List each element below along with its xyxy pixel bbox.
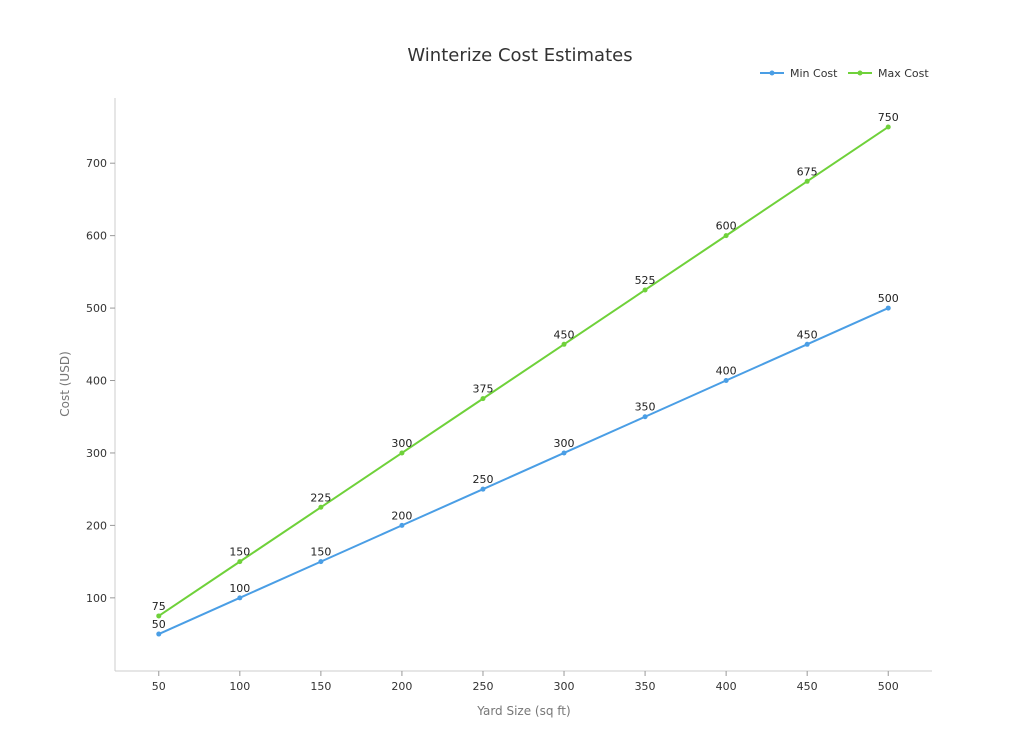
data-point-max-cost[interactable]: [156, 613, 162, 619]
data-point-max-cost[interactable]: [642, 287, 648, 293]
data-point-max-cost[interactable]: [804, 178, 810, 184]
x-tick-label: 350: [635, 680, 656, 693]
x-tick-label: 400: [716, 680, 737, 693]
data-label-max-cost: 375: [472, 383, 493, 396]
data-label-max-cost: 150: [229, 546, 250, 559]
data-label-min-cost: 250: [472, 473, 493, 486]
legend-item-max-cost[interactable]: Max Cost: [848, 67, 929, 80]
data-label-min-cost: 450: [797, 328, 818, 341]
data-point-min-cost[interactable]: [399, 522, 405, 528]
data-label-min-cost: 300: [554, 437, 575, 450]
data-label-min-cost: 100: [229, 582, 250, 595]
y-tick-label: 300: [86, 447, 107, 460]
x-tick-label: 50: [152, 680, 166, 693]
data-label-max-cost: 675: [797, 165, 818, 178]
data-label-max-cost: 525: [635, 274, 656, 287]
data-label-min-cost: 400: [716, 365, 737, 378]
data-label-max-cost: 300: [391, 437, 412, 450]
chart-title: Winterize Cost Estimates: [407, 45, 632, 66]
data-label-max-cost: 75: [152, 600, 166, 613]
x-tick-label: 500: [878, 680, 899, 693]
series-line-max-cost: [158, 126, 889, 617]
data-point-max-cost[interactable]: [561, 341, 567, 347]
data-point-min-cost[interactable]: [237, 595, 243, 601]
x-tick-label: 100: [229, 680, 250, 693]
data-label-max-cost: 225: [310, 491, 331, 504]
series-layer: 50 100 150 200 250 300 350 400 450 500 75 150 225 300…: [152, 111, 899, 637]
y-tick-label: 400: [86, 375, 107, 388]
data-point-max-cost[interactable]: [480, 396, 486, 402]
legend-swatch-marker: [857, 70, 863, 76]
x-tick-label: 200: [391, 680, 412, 693]
data-point-min-cost[interactable]: [642, 414, 648, 420]
legend-item-min-cost[interactable]: Min Cost: [760, 67, 838, 80]
legend[interactable]: Min Cost Max Cost: [760, 67, 929, 80]
data-point-max-cost[interactable]: [399, 450, 405, 456]
legend-label: Max Cost: [878, 67, 929, 80]
x-axis-ticks: 50 100 150 200 250 300 350 400 450 500: [152, 671, 899, 693]
data-label-min-cost: 50: [152, 618, 166, 631]
data-label-max-cost: 750: [878, 111, 899, 124]
data-point-min-cost[interactable]: [723, 378, 729, 384]
data-point-max-cost[interactable]: [237, 559, 243, 565]
y-tick-label: 600: [86, 230, 107, 243]
y-axis-ticks: 100 200 300 400 500 600 700: [86, 157, 115, 605]
data-label-min-cost: 150: [310, 546, 331, 559]
y-tick-label: 100: [86, 592, 107, 605]
legend-swatch-marker: [769, 70, 775, 76]
data-point-max-cost[interactable]: [723, 233, 729, 239]
data-label-min-cost: 500: [878, 292, 899, 305]
y-tick-label: 200: [86, 519, 107, 532]
x-tick-label: 300: [554, 680, 575, 693]
data-label-min-cost: 200: [391, 509, 412, 522]
data-point-min-cost[interactable]: [804, 341, 810, 347]
data-point-min-cost[interactable]: [561, 450, 567, 456]
y-axis-title: Cost (USD): [58, 351, 72, 417]
data-point-min-cost[interactable]: [885, 305, 891, 311]
y-tick-label: 500: [86, 302, 107, 315]
data-point-min-cost[interactable]: [156, 631, 162, 637]
data-label-max-cost: 600: [716, 220, 737, 233]
data-label-max-cost: 450: [554, 328, 575, 341]
series-line-min-cost: [158, 307, 889, 635]
data-point-max-cost[interactable]: [885, 124, 891, 130]
data-point-min-cost[interactable]: [480, 486, 486, 492]
data-point-max-cost[interactable]: [318, 504, 324, 510]
x-axis-title: Yard Size (sq ft): [476, 704, 570, 718]
y-tick-label: 700: [86, 157, 107, 170]
x-tick-label: 250: [472, 680, 493, 693]
data-label-min-cost: 350: [635, 401, 656, 414]
legend-label: Min Cost: [790, 67, 838, 80]
x-tick-label: 450: [797, 680, 818, 693]
x-tick-label: 150: [310, 680, 331, 693]
data-point-min-cost[interactable]: [318, 559, 324, 565]
